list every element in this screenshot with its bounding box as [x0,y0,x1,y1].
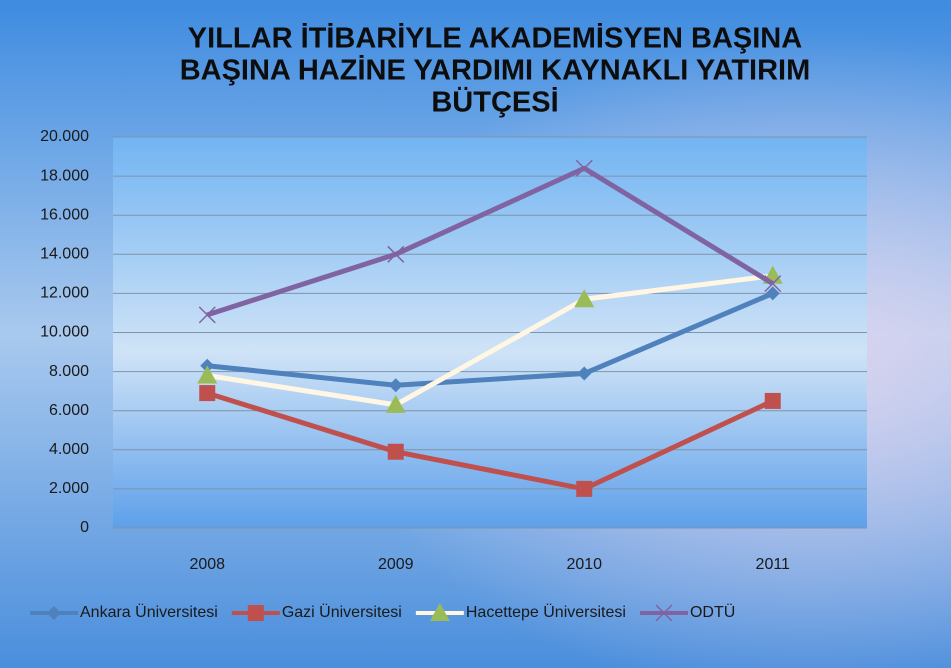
marker [577,366,592,381]
y-tick-label: 4.000 [49,441,89,458]
legend-label: Hacettepe Üniversitesi [466,603,626,621]
y-tick-label: 16.000 [40,206,89,223]
marker [198,306,216,324]
y-tick-label: 14.000 [40,246,89,263]
y-tick-label: 6.000 [49,402,89,419]
marker [197,365,218,384]
series-line [206,291,774,388]
marker [247,605,264,621]
series-line [206,273,774,408]
series-line [206,390,774,492]
y-tick-label: 10.000 [40,324,89,341]
chart-title: BAŞINA HAZİNE YARDIMI KAYNAKLI YATIRIM [180,55,811,87]
marker [429,603,450,621]
legend-label: Gazi Üniversitesi [282,603,402,621]
y-tick-label: 18.000 [40,167,89,184]
legend-label: Ankara Üniversitesi [80,603,218,621]
marker [385,394,406,413]
marker [199,385,216,402]
y-tick-label: 12.000 [40,285,89,302]
marker [765,286,780,301]
marker [576,480,593,497]
legend-label: ODTÜ [690,603,735,621]
series-line [206,165,775,318]
chart-title: YILLAR İTİBARİYLE AKADEMİSYEN BAŞINA [188,23,802,55]
x-tick-label: 2010 [566,556,602,573]
marker [764,275,782,293]
y-tick-label: 2.000 [49,480,89,497]
y-tick-label: 0 [80,519,89,536]
x-tick-label: 2008 [189,556,225,573]
marker [575,159,593,177]
x-tick-label: 2011 [756,556,791,573]
marker [47,606,61,620]
marker [655,604,673,622]
y-tick-label: 8.000 [49,363,89,380]
marker [387,245,405,263]
chart-title: BÜTÇESİ [431,86,558,119]
marker [388,378,403,393]
marker [387,443,404,460]
marker [574,289,595,308]
marker [764,392,781,409]
x-tick-label: 2009 [378,556,414,573]
y-tick-label: 20.000 [40,128,89,145]
